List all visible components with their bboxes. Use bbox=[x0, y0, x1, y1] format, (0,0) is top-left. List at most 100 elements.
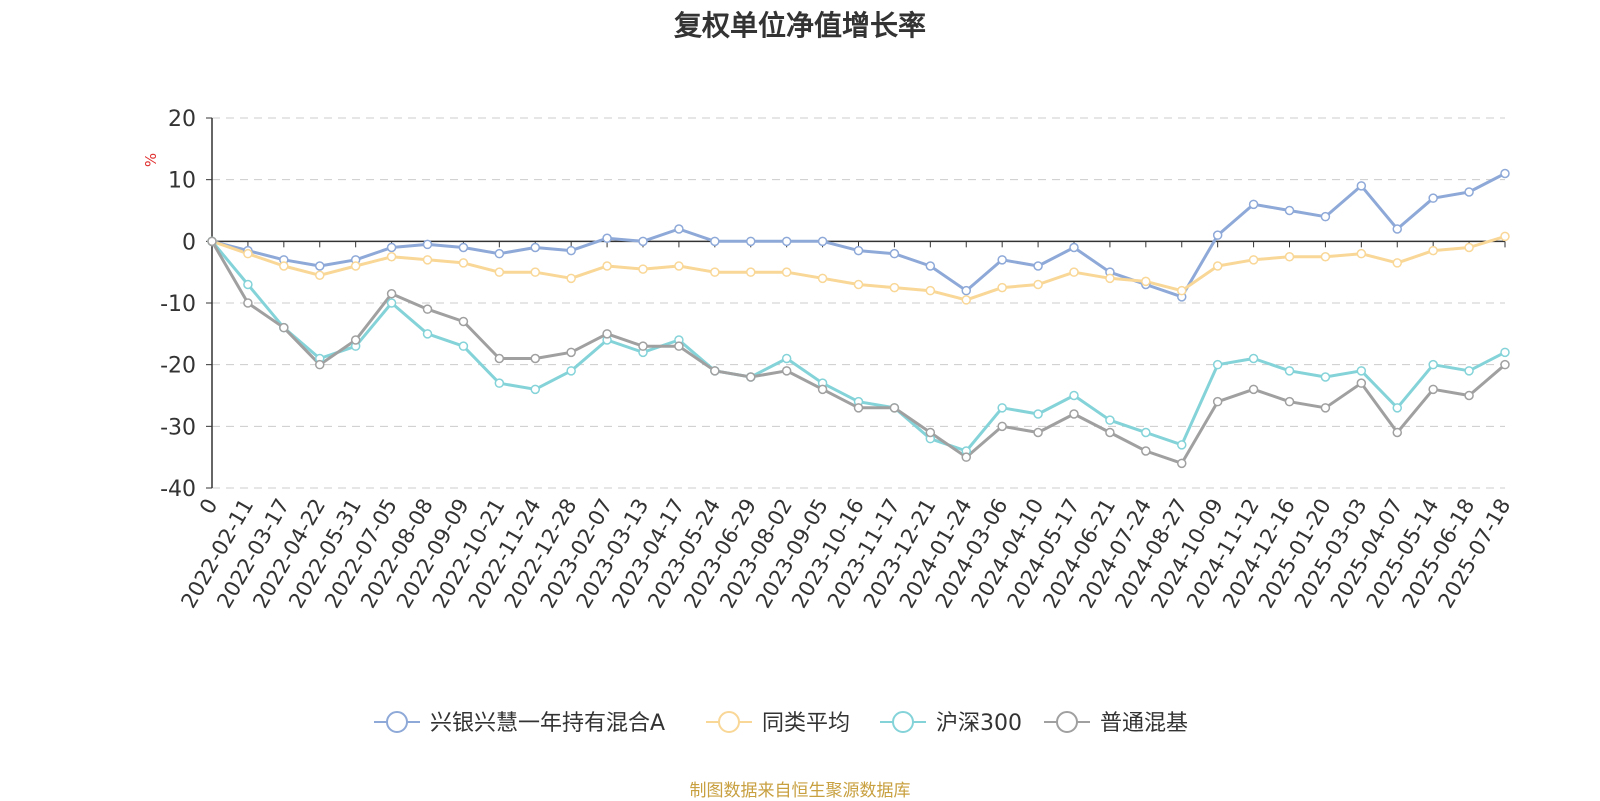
data-point bbox=[1464, 242, 1474, 253]
data-point bbox=[602, 261, 612, 271]
data-point bbox=[315, 261, 325, 271]
data-point bbox=[853, 279, 864, 290]
data-point bbox=[1069, 242, 1079, 253]
data-point bbox=[746, 236, 756, 247]
data-point bbox=[1356, 378, 1367, 388]
data-point bbox=[1177, 440, 1187, 450]
data-point bbox=[494, 248, 505, 259]
data-point bbox=[1141, 276, 1151, 287]
data-point bbox=[1033, 409, 1043, 419]
data-point bbox=[1500, 231, 1510, 242]
series-lines bbox=[210, 172, 1507, 465]
data-point bbox=[1248, 353, 1259, 364]
data-point bbox=[530, 353, 540, 364]
data-point bbox=[279, 261, 289, 271]
data-point bbox=[243, 298, 253, 308]
data-point bbox=[1248, 199, 1259, 210]
data-point bbox=[1105, 427, 1115, 438]
y-tick-label: 0 bbox=[182, 230, 196, 255]
data-point bbox=[530, 267, 540, 277]
data-point bbox=[422, 329, 433, 339]
data-point bbox=[674, 341, 684, 351]
legend-item-3[interactable]: 普通混基 bbox=[1044, 711, 1188, 736]
data-point bbox=[1464, 366, 1474, 376]
legend-item-2[interactable]: 沪深300 bbox=[880, 711, 1022, 736]
data-point bbox=[315, 270, 325, 280]
data-point bbox=[817, 273, 828, 284]
data-point bbox=[781, 236, 792, 247]
data-point bbox=[1500, 359, 1510, 370]
data-point bbox=[638, 236, 648, 247]
data-point bbox=[781, 366, 792, 376]
data-point bbox=[1392, 224, 1402, 234]
data-point bbox=[1105, 415, 1115, 425]
data-point bbox=[746, 372, 756, 382]
data-point bbox=[566, 273, 576, 284]
data-point bbox=[1320, 211, 1331, 222]
data-point bbox=[1284, 396, 1295, 407]
data-point bbox=[710, 366, 720, 376]
data-point bbox=[566, 347, 576, 358]
y-tick-label: -30 bbox=[160, 415, 196, 440]
data-point bbox=[961, 452, 971, 462]
data-point bbox=[315, 359, 325, 370]
data-point bbox=[1428, 245, 1438, 256]
y-axis-unit-label: % bbox=[142, 153, 160, 167]
data-point bbox=[350, 261, 361, 271]
data-point bbox=[1284, 366, 1295, 376]
data-point bbox=[207, 236, 217, 247]
data-point bbox=[1212, 261, 1223, 271]
data-point bbox=[925, 285, 936, 296]
data-point bbox=[458, 316, 469, 327]
data-point bbox=[1320, 372, 1331, 382]
data-point bbox=[674, 261, 684, 271]
data-point bbox=[997, 421, 1007, 432]
data-point bbox=[1356, 181, 1367, 191]
data-point bbox=[1428, 193, 1438, 203]
data-point bbox=[494, 378, 505, 388]
data-point bbox=[1392, 258, 1402, 268]
data-point bbox=[243, 279, 253, 290]
data-point bbox=[422, 304, 433, 314]
data-source-note: 制图数据来自恒生聚源数据库 bbox=[689, 781, 911, 801]
data-point bbox=[1428, 384, 1438, 395]
data-point bbox=[1248, 384, 1259, 395]
data-point bbox=[674, 224, 684, 234]
data-point bbox=[566, 366, 576, 376]
data-point bbox=[1356, 366, 1367, 376]
chart-title: 复权单位净值增长率 bbox=[673, 9, 926, 42]
data-point bbox=[1284, 252, 1295, 262]
legend-item-0[interactable]: 兴银兴慧一年持有混合A bbox=[374, 711, 665, 736]
data-point bbox=[1464, 187, 1474, 197]
data-point bbox=[386, 298, 397, 308]
data-point bbox=[1033, 279, 1043, 290]
data-point bbox=[1284, 205, 1295, 216]
y-tick-label: -10 bbox=[160, 292, 196, 317]
data-point bbox=[997, 255, 1007, 265]
data-point bbox=[602, 233, 612, 243]
data-point bbox=[1177, 458, 1187, 469]
legend-swatch-marker bbox=[892, 711, 914, 733]
data-point bbox=[997, 403, 1007, 413]
data-point bbox=[386, 242, 397, 253]
y-tick-label: -20 bbox=[160, 354, 196, 379]
legend[interactable]: 兴银兴慧一年持有混合A 同类平均 沪深300 普通混基 bbox=[374, 711, 1188, 736]
data-point bbox=[350, 335, 361, 345]
y-axis: 20 10 0 -10 -20 -30 -40% bbox=[142, 107, 213, 502]
series-line-3 bbox=[210, 239, 1507, 465]
data-point bbox=[566, 245, 576, 256]
series-line-0 bbox=[210, 172, 1507, 299]
legend-label: 普通混基 bbox=[1100, 711, 1188, 736]
data-point bbox=[279, 322, 289, 333]
data-point bbox=[386, 252, 397, 262]
data-point bbox=[1033, 261, 1043, 271]
legend-label: 兴银兴慧一年持有混合A bbox=[430, 711, 665, 736]
data-point bbox=[530, 242, 540, 253]
data-point bbox=[889, 403, 900, 413]
series-markers bbox=[207, 168, 1510, 469]
data-point bbox=[638, 264, 648, 274]
data-point bbox=[1428, 359, 1438, 370]
legend-item-1[interactable]: 同类平均 bbox=[706, 711, 850, 736]
data-point bbox=[1320, 252, 1331, 262]
data-point bbox=[422, 255, 433, 265]
